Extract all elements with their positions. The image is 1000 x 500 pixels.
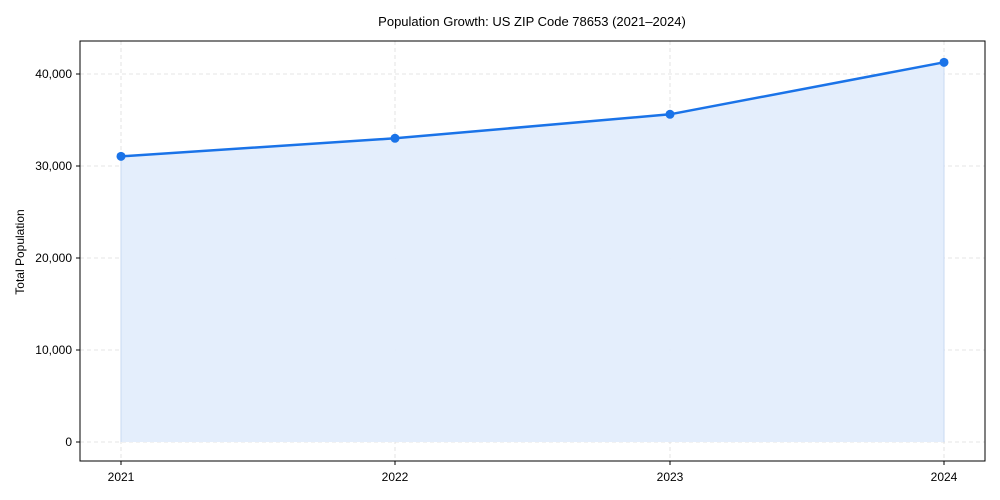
- y-tick-label: 0: [65, 435, 72, 449]
- x-tick-label: 2023: [657, 470, 684, 484]
- y-tick-label: 40,000: [35, 67, 72, 81]
- chart-title: Population Growth: US ZIP Code 78653 (20…: [378, 14, 686, 29]
- x-tick-label: 2021: [108, 470, 135, 484]
- data-markers: [116, 57, 949, 161]
- area-fill: [121, 62, 944, 442]
- data-point: [390, 133, 400, 143]
- y-tick-label: 20,000: [35, 251, 72, 265]
- x-tick-label: 2024: [931, 470, 958, 484]
- y-tick-label: 10,000: [35, 343, 72, 357]
- y-axis-label: Total Population: [13, 209, 27, 294]
- y-axis: 0 10,000 20,000 30,000 40,000: [35, 67, 80, 449]
- data-line: [120, 61, 945, 158]
- data-point: [116, 151, 126, 161]
- data-point: [939, 57, 949, 67]
- x-axis: 2021 2022 2023 2024: [108, 461, 958, 484]
- y-tick-label: 30,000: [35, 159, 72, 173]
- plot-frame: [79, 40, 986, 462]
- data-point: [665, 109, 675, 119]
- area-edge-lines: [120, 62, 945, 442]
- x-tick-label: 2022: [382, 470, 409, 484]
